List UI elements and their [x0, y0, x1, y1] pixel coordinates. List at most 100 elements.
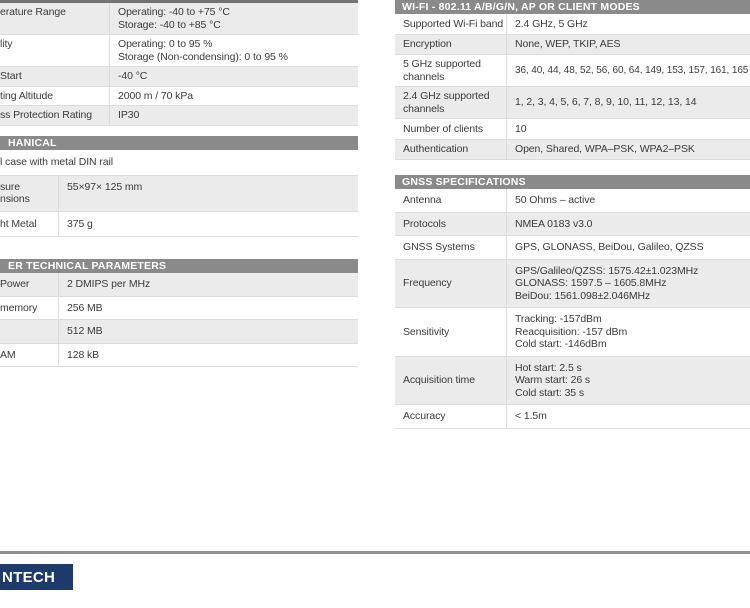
value-line: l case with metal DIN rail: [0, 156, 113, 168]
table-row: AM 128 kB: [0, 343, 358, 367]
row-label: Protocols: [395, 212, 507, 235]
row-label-text: Supported Wi-Fi band: [403, 17, 504, 30]
row-label: 5 GHz supported channels: [395, 55, 507, 86]
value-line: 10: [515, 122, 527, 135]
row-label: 2.4 GHz supported channels: [395, 87, 507, 118]
value-line: None, WEP, TKIP, AES: [515, 38, 621, 50]
value-line: 1, 2, 3, 4, 5, 6, 7, 8, 9, 10, 11, 12, 1…: [515, 96, 697, 109]
table-row: 2.4 GHz supported channels 1, 2, 3, 4, 5…: [395, 87, 750, 119]
row-label: Number of clients: [395, 119, 507, 139]
row-value: 2.4 GHz, 5 GHz: [507, 14, 750, 34]
row-value: Hot start: 2.5 s Warm start: 26 s Cold s…: [507, 357, 750, 405]
row-value: 36, 40, 44, 48, 52, 56, 60, 64, 149, 153…: [507, 55, 750, 86]
value-line: 375 g: [67, 217, 93, 230]
value-line: Storage: -40 to +85 °C: [118, 18, 221, 31]
row-label: Authentication: [395, 139, 507, 159]
table-row: ting Altitude 2000 m / 70 kPa: [0, 86, 358, 106]
row-label-text: Sensitivity: [403, 325, 450, 338]
row-label: lity: [0, 35, 110, 66]
table-row: l case with metal DIN rail: [0, 150, 358, 176]
table-top-edge: [0, 0, 358, 3]
row-label-text: AM: [0, 348, 16, 361]
advantech-logo: NTECH: [0, 564, 73, 590]
row-label-text: Authentication: [403, 143, 469, 155]
row-label-text: 2.4 GHz supported: [403, 90, 490, 102]
row-label: sure nsions: [0, 175, 59, 211]
row-label: Acquisition time: [395, 356, 507, 404]
table-row: erature Range Operating: -40 to +75 °C S…: [0, 3, 358, 35]
row-label: erature Range: [0, 3, 110, 34]
section-header: HANICAL: [0, 136, 358, 150]
value-line: -40 °C: [118, 70, 148, 82]
row-value: < 1.5m: [507, 405, 750, 428]
value-line: GPS, GLONASS, BeiDou, Galileo, QZSS: [515, 241, 704, 253]
row-label: AM: [0, 343, 59, 366]
row-label-text: Frequency: [403, 277, 452, 289]
table-row: sure nsions 55×97× 125 mm: [0, 175, 358, 212]
value-line: 2 DMIPS per MHz: [67, 278, 151, 290]
value-line: Operating: 0 to 95 %: [118, 38, 213, 50]
row-label-text: Start: [0, 70, 22, 82]
row-label-text: memory: [0, 301, 38, 314]
section-header-text: HANICAL: [8, 137, 57, 149]
row-value: 55×97× 125 mm: [59, 176, 358, 211]
value-line: GLONASS: 1597.5 – 1605.8MHz: [515, 277, 667, 289]
row-label: Encryption: [395, 34, 507, 54]
table-row: 512 MB: [0, 320, 358, 344]
value-line: GPS/Galileo/QZSS: 1575.42±1.023MHz: [515, 264, 699, 277]
row-label-text: Number of clients: [403, 122, 483, 135]
row-label-text: channels: [403, 70, 445, 83]
row-value: 10: [507, 119, 750, 139]
row-label-text: ting Altitude: [0, 89, 53, 102]
row-value: -40 °C: [110, 67, 358, 86]
row-label: Supported Wi-Fi band: [395, 14, 507, 34]
value-line: Operating: -40 to +75 °C: [118, 6, 230, 18]
row-label: Antenna: [395, 189, 507, 212]
table-row: 5 GHz supported channels 36, 40, 44, 48,…: [395, 55, 750, 87]
table-row: Protocols NMEA 0183 v3.0: [395, 212, 750, 236]
table-row: Number of clients 10: [395, 119, 750, 140]
environmental-spec-table: erature Range Operating: -40 to +75 °C S…: [0, 0, 358, 126]
section-header-text: ER TECHNICAL PARAMETERS: [8, 260, 167, 272]
row-label: ht Metal: [0, 211, 59, 236]
value-line: BeiDou: 1561.098±2.046MHz: [515, 289, 651, 302]
table-row: GNSS Systems GPS, GLONASS, BeiDou, Galil…: [395, 236, 750, 260]
table-row: lity Operating: 0 to 95 % Storage (Non-c…: [0, 35, 358, 67]
value-line: Storage (Non-condensing): 0 to 95 %: [118, 50, 288, 63]
value-line: Tracking: -157dBm: [515, 313, 602, 325]
row-value: 50 Ohms – active: [507, 189, 750, 212]
table-row: Power 2 DMIPS per MHz: [0, 273, 358, 297]
table-row: Supported Wi-Fi band 2.4 GHz, 5 GHz: [395, 14, 750, 35]
section-header-text: GNSS SPECIFICATIONS: [402, 176, 526, 188]
row-value: None, WEP, TKIP, AES: [507, 35, 750, 55]
row-label: ss Protection Rating: [0, 106, 110, 125]
row-value: 256 MB: [59, 297, 358, 320]
row-label-text: erature Range: [0, 6, 66, 18]
table-row: memory 256 MB: [0, 296, 358, 320]
value-line: 50 Ohms – active: [515, 194, 596, 206]
value-line: Reacquisition: -157 dBm: [515, 325, 628, 338]
logo-text: NTECH: [2, 568, 56, 586]
merged-row-text: l case with metal DIN rail: [0, 150, 358, 175]
row-label: Sensitivity: [395, 308, 507, 356]
table-row: Sensitivity Tracking: -157dBm Reacquisit…: [395, 308, 750, 357]
row-label-text: sure: [0, 180, 21, 193]
row-value: IP30: [110, 106, 358, 125]
row-label-text: Power: [0, 278, 30, 290]
row-label: ting Altitude: [0, 86, 110, 105]
row-label-text: GNSS Systems: [403, 241, 475, 253]
row-label-text: Accuracy: [403, 410, 446, 422]
row-label-text: nsions: [0, 193, 30, 205]
row-value: NMEA 0183 v3.0: [507, 213, 750, 236]
row-value: GPS/Galileo/QZSS: 1575.42±1.023MHz GLONA…: [507, 260, 750, 308]
row-label-text: ss Protection Rating: [0, 109, 92, 121]
value-line: 36, 40, 44, 48, 52, 56, 60, 64, 149, 153…: [515, 64, 749, 77]
section-header-text: WI-FI - 802.11 A/B/G/N, AP OR CLIENT MOD…: [402, 1, 640, 13]
table-row: Acquisition time Hot start: 2.5 s Warm s…: [395, 356, 750, 405]
table-row: Antenna 50 Ohms – active: [395, 189, 750, 213]
row-label-text: Antenna: [403, 194, 442, 206]
section-header: WI-FI - 802.11 A/B/G/N, AP OR CLIENT MOD…: [395, 0, 750, 14]
row-value: GPS, GLONASS, BeiDou, Galileo, QZSS: [507, 236, 750, 259]
row-label-text: ht Metal: [0, 217, 37, 230]
value-line: Open, Shared, WPA–PSK, WPA2–PSK: [515, 143, 695, 155]
